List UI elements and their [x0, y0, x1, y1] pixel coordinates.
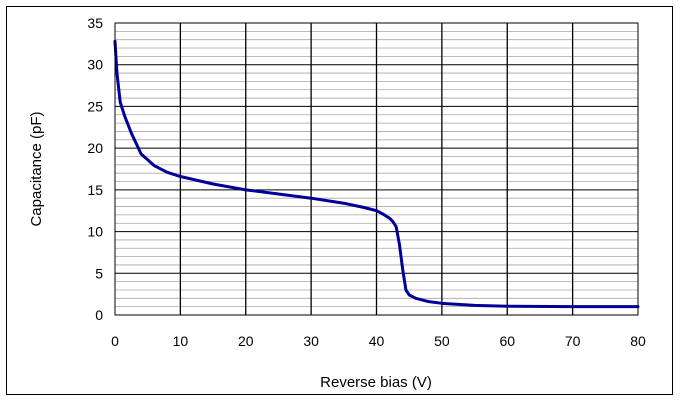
y-tick-label: 25: [87, 98, 103, 114]
y-tick-label: 35: [87, 15, 103, 31]
x-tick-label: 80: [630, 333, 646, 349]
y-tick-labels: 0 5 10 15 20 25 30 35: [87, 15, 103, 323]
series-line: [113, 39, 640, 309]
plot-border: [114, 22, 639, 316]
x-axis-title: Reverse bias (V): [320, 374, 432, 391]
y-tick-label: 15: [87, 182, 103, 198]
y-tick-label: 20: [87, 140, 103, 156]
x-tick-label: 40: [369, 333, 385, 349]
x-tick-label: 20: [238, 333, 254, 349]
series-layer: [113, 39, 640, 309]
y-tick-label: 30: [87, 57, 103, 73]
x-tick-labels: 0 10 20 30 40 50 60 70 80: [111, 333, 646, 349]
x-tick-label: 70: [565, 333, 581, 349]
x-tick-label: 10: [173, 333, 189, 349]
y-tick-label: 0: [95, 307, 103, 323]
x-tick-label: 0: [111, 333, 119, 349]
y-axis-title: Capacitance (pF): [28, 111, 45, 226]
y-tick-label: 10: [87, 224, 103, 240]
x-tick-label: 30: [303, 333, 319, 349]
x-tick-label: 50: [434, 333, 450, 349]
y-tick-label: 5: [95, 265, 103, 281]
x-tick-label: 60: [499, 333, 515, 349]
major-gridlines: [115, 23, 638, 315]
